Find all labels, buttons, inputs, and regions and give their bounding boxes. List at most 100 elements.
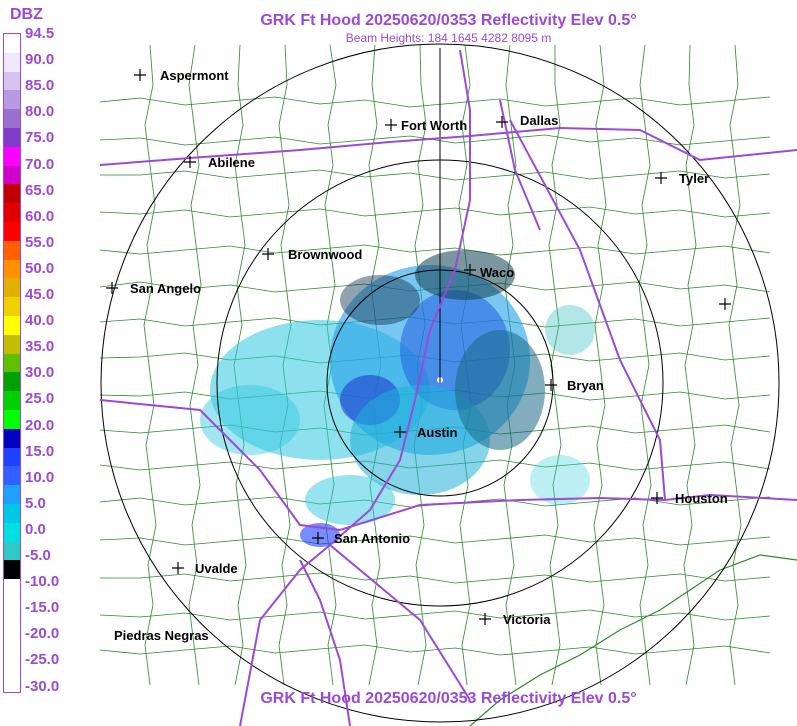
county-line: [683, 44, 697, 686]
reflectivity-echo: [305, 475, 395, 525]
city-label: Dallas: [520, 113, 558, 128]
city-marker-icon: [651, 492, 663, 504]
city-label: Piedras Negras: [114, 628, 209, 643]
city-brownwood: Brownwood: [262, 247, 362, 262]
highway-i37: [329, 544, 471, 701]
legend-tick: 0.0: [25, 520, 46, 538]
legend-tick: 15.0: [25, 442, 55, 460]
city-victoria: Victoria: [479, 612, 551, 627]
legend-swatch: [4, 654, 20, 674]
legend-swatch: [4, 579, 20, 599]
city-marker-icon: [134, 69, 146, 81]
county-line: [100, 169, 771, 181]
legend-swatch: [4, 222, 20, 242]
legend-swatch: [4, 560, 20, 580]
county-line: [593, 44, 607, 686]
legend-swatch: [4, 466, 20, 486]
city-marker-icon: [385, 119, 397, 131]
legend-swatch: [4, 410, 20, 430]
city-label: Bryan: [567, 378, 604, 393]
city-marker-icon: [172, 562, 184, 574]
county-line: [548, 45, 562, 686]
highways: [99, 49, 797, 726]
city-aspermont: Aspermont: [134, 68, 229, 83]
city-label: San Antonio: [334, 531, 410, 546]
county-line: [99, 534, 771, 546]
highway-i35e: [499, 99, 541, 231]
legend-tick: 30.0: [25, 364, 55, 382]
city-markers: Aspermont Abilene Fort Worth Dallas Tyler Bro…: [106, 68, 731, 643]
reflectivity-echo: [455, 330, 545, 450]
legend-swatch: [4, 391, 20, 411]
legend-swatch: [4, 146, 20, 167]
city-label: Tyler: [679, 171, 709, 186]
range-rings: [100, 43, 780, 723]
legend-tick: 65.0: [25, 181, 55, 199]
city-label: Austin: [417, 425, 458, 440]
city-label: Uvalde: [195, 561, 238, 576]
highway-us77: [299, 559, 351, 726]
legend-tick: 5.0: [25, 494, 46, 512]
legend-swatch: [4, 353, 20, 373]
legend-color-bar: [3, 33, 21, 693]
echo-layer: [200, 250, 595, 547]
city-waco: Waco: [464, 264, 514, 280]
county-line: [99, 609, 771, 621]
legend-swatch: [4, 673, 20, 693]
city-austin: Austin: [394, 425, 458, 440]
map-title: GRK Ft Hood 20250620/0353 Reflectivity E…: [260, 12, 637, 29]
legend-tick: 80.0: [25, 103, 55, 121]
city-label: Waco: [480, 265, 514, 280]
legend-tick: 75.0: [25, 129, 55, 147]
city-marker-icon: [655, 172, 667, 184]
legend-swatch: [4, 71, 20, 91]
city-label: San Angelo: [130, 281, 201, 296]
highway-i45: [509, 119, 666, 501]
legend-unit-label: DBZ: [10, 6, 43, 23]
legend-tick: -25.0: [25, 651, 60, 669]
legend-tick: 20.0: [25, 416, 55, 434]
dbz-legend: DBZ 94.5 90.0 85.0 80.0 75.0 70.0 65.0 60.0 55.0…: [0, 0, 100, 726]
legend-tick: 35.0: [25, 338, 55, 356]
legend-swatch: [4, 522, 20, 543]
legend-tick: -5.0: [25, 547, 51, 564]
legend-swatch: [4, 278, 20, 298]
legend-swatch: [4, 203, 20, 223]
legend-swatch: [4, 541, 20, 561]
reflectivity-echo: [530, 455, 590, 505]
county-line: [143, 44, 157, 686]
legend-swatch: [4, 240, 20, 261]
city-fort-worth: Fort Worth: [385, 118, 467, 133]
legend-swatch: [4, 109, 20, 129]
legend-tick: -15.0: [25, 599, 60, 617]
highway-i35: [239, 49, 471, 726]
legend-tick: 55.0: [25, 233, 55, 251]
city-marker-icon: [312, 532, 324, 544]
county-line: [100, 572, 771, 584]
legend-swatch: [4, 616, 20, 637]
city-unnamed: [719, 298, 731, 310]
legend-tick: 90.0: [25, 51, 55, 69]
city-marker-icon: [496, 116, 508, 128]
city-label: Brownwood: [288, 247, 362, 262]
legend-tick: -20.0: [25, 625, 60, 643]
city-marker-icon: [719, 298, 731, 310]
legend-tick: 45.0: [25, 286, 55, 303]
reflectivity-echo: [340, 275, 420, 325]
city-marker-icon: [262, 248, 274, 260]
legend-swatch: [4, 447, 20, 467]
city-abilene: Abilene: [184, 155, 255, 170]
reflectivity-echo: [545, 305, 595, 355]
coastline: [469, 554, 797, 726]
legend-tick: 94.5: [25, 25, 55, 42]
city-label: Houston: [675, 491, 728, 506]
legend-swatch: [4, 485, 20, 505]
legend-swatch: [4, 34, 20, 54]
city-marker-icon: [545, 379, 557, 391]
map-title-bottom: GRK Ft Hood 20250620/0353 Reflectivity E…: [260, 690, 637, 707]
city-label: Abilene: [208, 155, 255, 170]
county-line: [99, 206, 771, 218]
city-houston: Houston: [651, 491, 728, 506]
legend-swatch: [4, 184, 20, 204]
